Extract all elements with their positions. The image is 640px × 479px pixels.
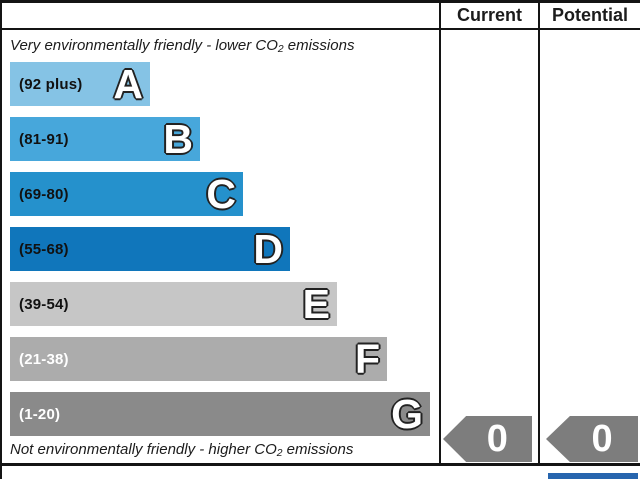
band-range-label: (69-80) bbox=[19, 185, 69, 203]
epc-band-f: (21-38) F bbox=[10, 337, 387, 381]
band-letter: F bbox=[354, 336, 380, 382]
band-range-label: (21-38) bbox=[19, 350, 69, 368]
epc-band-e: (39-54) E bbox=[10, 282, 337, 326]
column-header-current: Current bbox=[456, 4, 522, 25]
band-letter: E bbox=[302, 281, 330, 327]
band-letter: G bbox=[391, 391, 423, 437]
epc-band-a: (92 plus) A bbox=[10, 62, 150, 106]
band-letter: D bbox=[253, 226, 283, 272]
table-top-border bbox=[0, 0, 640, 3]
column-header-potential: Potential bbox=[551, 4, 628, 25]
table-bottom-border bbox=[0, 463, 640, 466]
epc-band-b: (81-91) B bbox=[10, 117, 200, 161]
epc-band-g: (1-20) G bbox=[10, 392, 430, 436]
band-letter: C bbox=[206, 171, 236, 217]
current-rating-arrow: 0 bbox=[443, 416, 532, 462]
band-range-label: (1-20) bbox=[19, 405, 61, 423]
bottom-caption: Not environmentally friendly - higher CO… bbox=[10, 441, 354, 458]
band-range-label: (39-54) bbox=[19, 295, 69, 313]
band-letter: B bbox=[163, 116, 193, 162]
band-range-label: (55-68) bbox=[19, 240, 69, 258]
current-rating-value: 0 bbox=[486, 417, 508, 460]
potential-rating-arrow: 0 bbox=[546, 416, 638, 462]
potential-rating-value: 0 bbox=[591, 417, 613, 460]
epc-band-d: (55-68) D bbox=[10, 227, 290, 271]
cropped-blue-box bbox=[548, 473, 638, 479]
table-left-border bbox=[0, 0, 2, 479]
column-divider-potential bbox=[538, 0, 540, 466]
rating-bands: (92 plus) A (81-91) B (69-80) C (55-68) … bbox=[10, 62, 439, 447]
top-caption: Very environmentally friendly - lower CO… bbox=[10, 37, 355, 54]
band-range-label: (81-91) bbox=[19, 130, 69, 148]
column-divider-current bbox=[439, 0, 441, 466]
band-letter: A bbox=[113, 61, 143, 107]
band-range-label: (92 plus) bbox=[19, 75, 83, 93]
epc-band-c: (69-80) C bbox=[10, 172, 243, 216]
header-divider-line bbox=[0, 28, 640, 30]
